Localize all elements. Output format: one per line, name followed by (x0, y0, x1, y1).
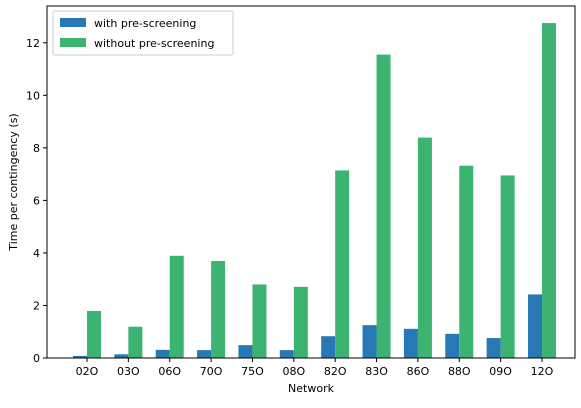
legend: with pre-screening without pre-screening (52, 10, 234, 56)
bar-without-pre-screening-03o (128, 326, 143, 358)
legend-swatch-with-pre-screening (60, 18, 86, 27)
bar-with-pre-screening-88o (445, 333, 460, 358)
bar-with-pre-screening-82o (321, 336, 336, 358)
x-tick-label-12o: 12O (531, 365, 554, 378)
bar-with-pre-screening-02o (73, 355, 87, 358)
plot-frame (46, 5, 576, 359)
x-axis-label: Network (288, 382, 335, 395)
bar-without-pre-screening-70o (211, 261, 226, 358)
y-ticks: 0 2 4 6 8 10 12 (26, 37, 47, 365)
y-tick-label: 10 (26, 89, 40, 102)
x-ticks: 02O 03O 06O 70O 75O 08O 82O 83O 86O 88O 09O 12O (76, 358, 554, 378)
x-tick-label-09o: 09O (489, 365, 512, 378)
legend-box (52, 10, 234, 56)
x-tick-label-06o: 06O (158, 365, 181, 378)
bar-without-pre-screening-82o (335, 170, 350, 358)
bar-without-pre-screening-08o (293, 286, 308, 358)
bar-with-pre-screening-83o (362, 325, 377, 358)
x-tick-label-70o: 70O (200, 365, 223, 378)
y-tick-label: 4 (33, 247, 40, 260)
x-tick-label-86o: 86O (407, 365, 430, 378)
y-tick-label: 12 (26, 37, 40, 50)
bar-with-pre-screening-09o (486, 338, 501, 358)
legend-label-without-pre-screening: without pre-screening (94, 37, 214, 50)
x-tick-label-88o: 88O (448, 365, 471, 378)
y-tick-label: 6 (33, 194, 40, 207)
bar-without-pre-screening-83o (376, 54, 391, 358)
bar-with-pre-screening-06o (155, 349, 170, 358)
bar-with-pre-screening-86o (403, 328, 418, 358)
y-tick-label: 0 (33, 352, 40, 365)
bar-without-pre-screening-12o (542, 23, 556, 358)
legend-label-with-pre-screening: with pre-screening (94, 17, 196, 30)
x-tick-label-83o: 83O (365, 365, 388, 378)
bar-without-pre-screening-06o (169, 255, 184, 358)
x-tick-label-75o: 75O (241, 365, 264, 378)
bar-without-pre-screening-75o (252, 284, 267, 358)
x-tick-label-08o: 08O (282, 365, 305, 378)
y-axis-label: Time per contingency (s) (7, 113, 20, 251)
legend-swatch-without-pre-screening (60, 38, 86, 47)
y-tick-label: 8 (33, 142, 40, 155)
bar-without-pre-screening-02o (87, 310, 101, 358)
bar-with-pre-screening-75o (238, 345, 253, 358)
axes-layer (46, 5, 576, 359)
y-tick-label: 2 (33, 299, 40, 312)
bar-without-pre-screening-88o (459, 165, 474, 358)
bar-with-pre-screening-03o (114, 354, 129, 358)
bar-with-pre-screening-08o (279, 350, 294, 358)
bar-without-pre-screening-09o (500, 175, 515, 358)
x-tick-label-82o: 82O (324, 365, 347, 378)
x-tick-label-03o: 03O (117, 365, 140, 378)
bar-without-pre-screening-86o (417, 137, 432, 358)
bars-layer (73, 23, 556, 358)
x-tick-label-02o: 02O (76, 365, 99, 378)
bar-with-pre-screening-70o (197, 350, 212, 358)
bar-with-pre-screening-12o (528, 294, 542, 358)
